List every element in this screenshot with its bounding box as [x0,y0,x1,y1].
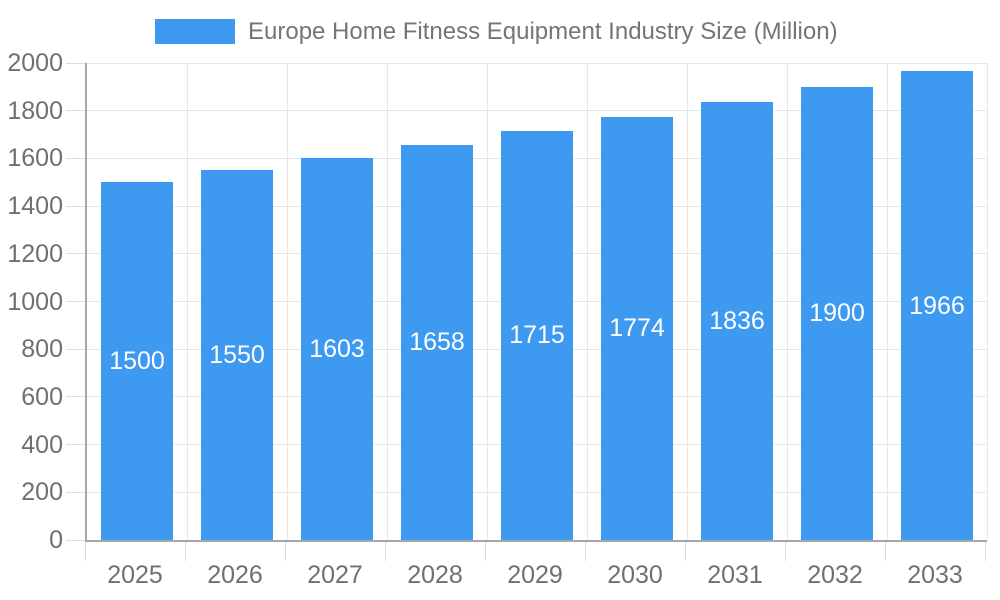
bar[interactable]: 1836 [701,102,773,540]
gridline-vertical [386,63,388,540]
bar[interactable]: 1550 [201,170,273,540]
bar-value-label: 1550 [209,341,265,370]
x-axis-tick-label: 2031 [707,561,763,589]
x-axis-tick [784,542,786,561]
x-axis-tick [684,542,686,561]
bar-value-label: 1658 [409,328,465,357]
bar-value-label: 1715 [509,321,565,350]
x-axis-tick [84,542,86,561]
gridline-vertical [186,63,188,540]
gridline-vertical [786,63,788,540]
bar-value-label: 1966 [909,291,965,320]
bar[interactable]: 1715 [501,130,573,540]
y-axis-tick [66,205,85,207]
bar-value-label: 1900 [809,299,865,328]
bar-value-label: 1603 [309,334,365,363]
gridline-vertical [986,63,988,540]
bar[interactable]: 1658 [401,144,473,540]
gridline-vertical [886,63,888,540]
x-axis-tick [484,542,486,561]
y-axis-tick [66,110,85,112]
bar-value-label: 1500 [109,347,165,376]
y-axis-tick-label: 1600 [7,144,63,173]
y-axis-tick [66,253,85,255]
y-axis-tick-label: 1200 [7,239,63,268]
y-axis-tick [66,396,85,398]
bar[interactable]: 1966 [901,71,973,540]
y-axis-tick [66,301,85,302]
x-axis-tick-label: 2029 [507,561,563,589]
y-axis-tick-label: 800 [21,335,63,364]
plot-area: 1500 1550 1603 1658 1715 1774 1836 1900 1966 [85,62,988,542]
y-axis-tick-label: 2000 [7,49,63,77]
y-axis-tick-label: 1000 [7,287,63,316]
x-axis-tick [384,542,386,561]
y-axis-tick-label: 200 [21,478,63,507]
y-axis-tick-label: 0 [49,526,63,554]
bar[interactable]: 1500 [101,182,173,540]
x-axis-tick-label: 2030 [607,561,663,589]
x-axis-tick [984,542,986,561]
bar-value-label: 1774 [609,314,665,343]
x-axis-tick [284,542,286,561]
x-axis-tick-label: 2026 [207,561,263,589]
y-axis-tick-label: 1800 [7,96,63,125]
gridline-vertical [586,63,588,540]
y-axis-tick [66,491,85,493]
gridline-horizontal [87,110,987,112]
x-axis-tick [184,542,186,561]
x-axis-tick-label: 2027 [307,561,363,589]
bar[interactable]: 1774 [601,116,673,540]
gridline-horizontal [87,62,987,64]
legend-swatch [155,19,235,44]
y-axis-tick [66,444,85,446]
x-axis-tick-label: 2033 [907,561,963,589]
x-axis-tick-label: 2025 [107,561,163,589]
legend-label: Europe Home Fitness Equipment Industry S… [248,17,838,45]
gridline-vertical [486,63,488,540]
bar-value-label: 1836 [709,307,765,336]
bar[interactable]: 1900 [801,86,873,540]
x-axis-tick [584,542,586,561]
y-axis-tick [66,348,85,350]
y-axis-tick [66,539,85,541]
y-axis-tick-label: 600 [21,382,63,411]
x-axis-tick-label: 2028 [407,561,463,589]
y-axis-tick [66,62,85,64]
x-axis-tick [884,542,886,561]
bar[interactable]: 1603 [301,157,373,540]
y-axis-tick-label: 400 [21,430,63,459]
y-axis-tick [66,157,85,159]
x-axis-tick-label: 2032 [807,561,863,589]
gridline-vertical [686,63,688,540]
gridline-vertical [286,63,288,540]
chart-legend[interactable]: Europe Home Fitness Equipment Industry S… [155,17,838,45]
y-axis-tick-label: 1400 [7,192,63,221]
